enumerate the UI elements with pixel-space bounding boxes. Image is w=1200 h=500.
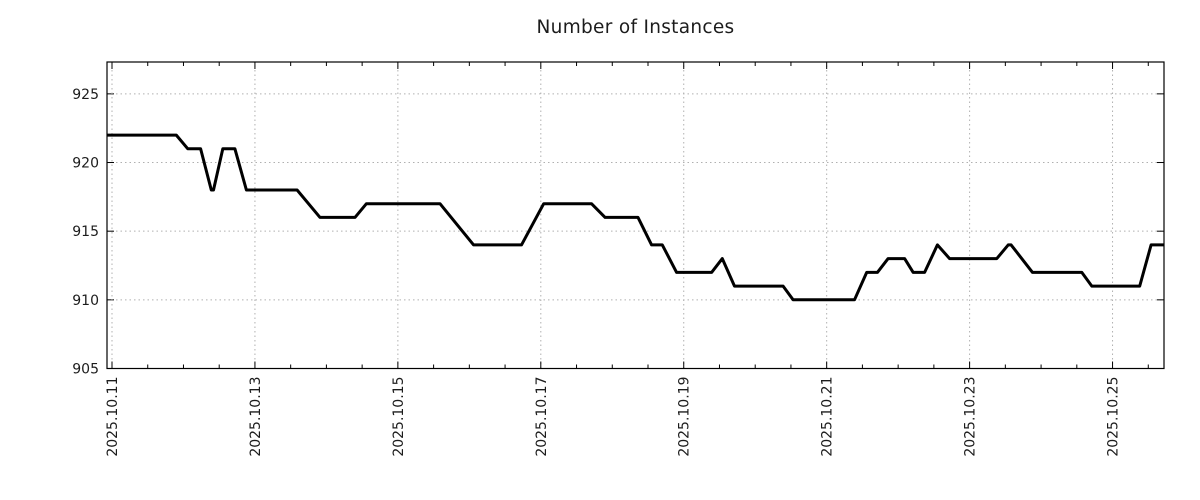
x-tick-label: 2025.10.25	[1106, 377, 1122, 457]
chart-title: Number of Instances	[536, 17, 735, 38]
x-tick-label: 2025.10.19	[677, 377, 693, 457]
data-line-instances	[107, 133, 1164, 302]
x-tick-label: 2025.10.23	[963, 376, 979, 456]
plot-border	[106, 61, 1165, 370]
x-tick-label: 2025.10.17	[534, 377, 550, 457]
x-tick-label: 2025.10.21	[820, 377, 836, 457]
x-tick-label: 2025.10.13	[248, 377, 264, 457]
y-tick-label: 920	[72, 156, 99, 172]
x-tick-label: 2025.10.11	[105, 377, 121, 457]
y-tick-label: 925	[72, 87, 99, 103]
y-tick-label: 915	[72, 224, 99, 240]
x-tick-label: 2025.10.15	[391, 377, 407, 457]
y-tick-label: 905	[72, 362, 99, 378]
y-tick-label: 910	[72, 293, 99, 309]
